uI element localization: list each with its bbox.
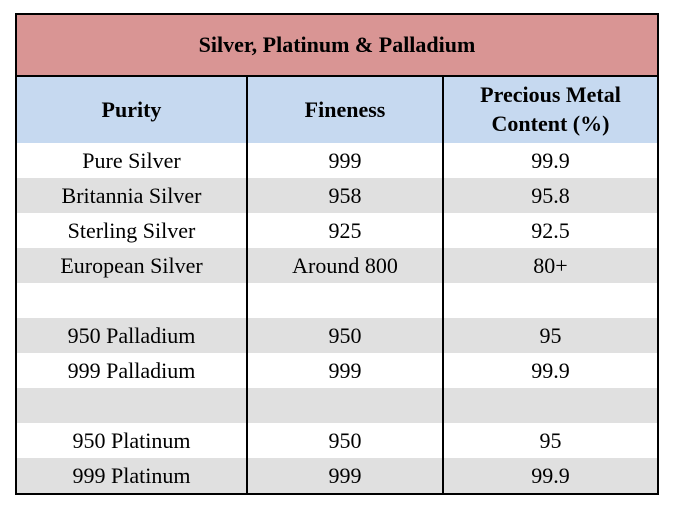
table-row: European Silver Around 800 80+ <box>17 248 657 283</box>
cell-fineness: 999 <box>246 353 443 388</box>
cell-purity: 999 Palladium <box>17 353 247 388</box>
cell-content <box>442 283 657 318</box>
header-purity: Purity <box>17 76 247 143</box>
cell-content <box>442 388 657 423</box>
cell-fineness: 950 <box>246 423 443 458</box>
column-header-row: Purity Fineness Precious Metal Content (… <box>17 76 657 143</box>
cell-fineness: 958 <box>246 178 443 213</box>
cell-content: 80+ <box>442 248 657 283</box>
cell-purity: 950 Platinum <box>17 423 247 458</box>
table-row: 999 Platinum 999 99.9 <box>17 458 657 493</box>
cell-purity <box>17 388 247 423</box>
header-content: Precious Metal Content (%) <box>442 76 657 143</box>
metal-purity-table: Silver, Platinum & Palladium Purity Fine… <box>15 13 659 495</box>
cell-purity: Britannia Silver <box>17 178 247 213</box>
table-row: Britannia Silver 958 95.8 <box>17 178 657 213</box>
cell-purity: 999 Platinum <box>17 458 247 493</box>
cell-content: 99.9 <box>442 458 657 493</box>
purity-table-grid: Silver, Platinum & Palladium Purity Fine… <box>17 15 657 493</box>
table-title: Silver, Platinum & Palladium <box>17 15 657 77</box>
cell-fineness: 950 <box>246 318 443 353</box>
cell-fineness: Around 800 <box>246 248 443 283</box>
header-fineness: Fineness <box>246 76 443 143</box>
cell-content: 99.9 <box>442 353 657 388</box>
cell-purity: 950 Palladium <box>17 318 247 353</box>
cell-purity: Pure Silver <box>17 143 247 178</box>
table-title-row: Silver, Platinum & Palladium <box>17 15 657 77</box>
table-row: 950 Platinum 950 95 <box>17 423 657 458</box>
cell-purity <box>17 283 247 318</box>
cell-fineness: 999 <box>246 458 443 493</box>
table-row: 999 Palladium 999 99.9 <box>17 353 657 388</box>
cell-fineness: 925 <box>246 213 443 248</box>
table-row: 950 Palladium 950 95 <box>17 318 657 353</box>
cell-fineness: 999 <box>246 143 443 178</box>
cell-fineness <box>246 388 443 423</box>
table-row: Sterling Silver 925 92.5 <box>17 213 657 248</box>
cell-content: 95.8 <box>442 178 657 213</box>
table-row-spacer <box>17 283 657 318</box>
cell-content: 95 <box>442 318 657 353</box>
header-content-line1: Precious Metal <box>480 82 621 108</box>
table-row: Pure Silver 999 99.9 <box>17 143 657 178</box>
cell-fineness <box>246 283 443 318</box>
cell-content: 92.5 <box>442 213 657 248</box>
header-content-line2: Content (%) <box>491 111 610 136</box>
cell-content: 99.9 <box>442 143 657 178</box>
cell-purity: European Silver <box>17 248 247 283</box>
cell-content: 95 <box>442 423 657 458</box>
table-row-spacer <box>17 388 657 423</box>
cell-purity: Sterling Silver <box>17 213 247 248</box>
